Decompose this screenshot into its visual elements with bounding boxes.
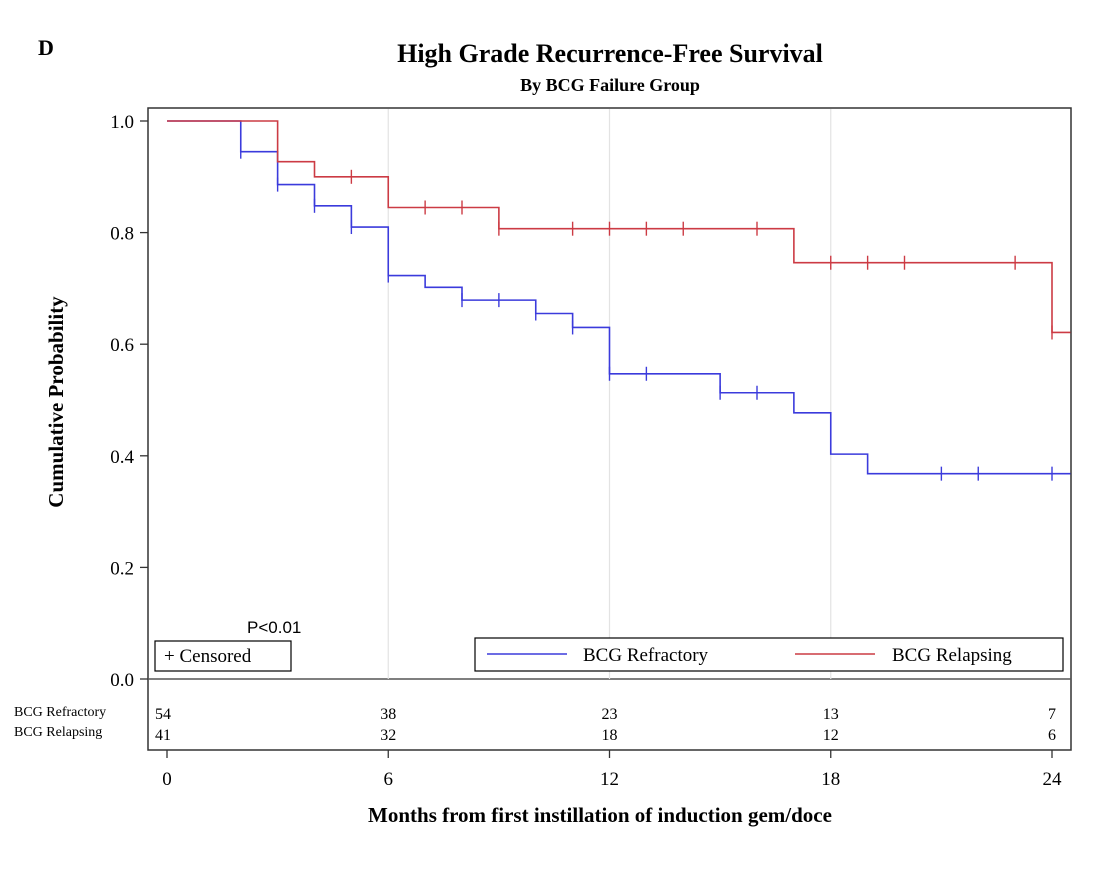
y-tick-label: 1.0 (110, 112, 134, 133)
censored-legend: + Censored (154, 640, 292, 672)
series-legend-box (474, 637, 1064, 672)
x-tick-label: 6 (384, 769, 394, 790)
y-tick-label: 0.8 (110, 224, 134, 245)
censored-legend-label: + Censored (164, 646, 252, 667)
legend-label-refractory: BCG Refractory (583, 645, 709, 666)
y-tick-label: 0.4 (110, 447, 134, 468)
censored-legend-box (154, 640, 292, 672)
series-line-bcg-relapsing (167, 120, 1071, 334)
x-axis: 0 6 12 18 24 (162, 750, 1062, 790)
x-tick-label: 18 (821, 769, 840, 790)
risk-value-bcg-relapsing: 41 (155, 727, 171, 744)
y-tick-label: 0.6 (110, 335, 134, 356)
chart-subtitle: By BCG Failure Group (520, 75, 700, 95)
risk-value-bcg-relapsing: 6 (1048, 727, 1056, 744)
risk-value-bcg-relapsing: 32 (380, 727, 396, 744)
x-tick-label: 0 (162, 769, 172, 790)
risk-value-bcg-relapsing: 12 (823, 727, 839, 744)
risk-value-bcg-refractory: 7 (1048, 706, 1056, 723)
y-axis-title: Cumulative Probability (44, 296, 68, 508)
series-legend: BCG Refractory BCG Relapsing (474, 637, 1064, 672)
risk-row-label-relapsing: BCG Relapsing (14, 725, 102, 740)
risk-value-bcg-refractory: 13 (823, 706, 839, 723)
series-layer (167, 120, 1071, 481)
risk-value-bcg-relapsing: 18 (602, 727, 618, 744)
risk-value-bcg-refractory: 38 (380, 706, 396, 723)
x-tick-label: 24 (1043, 769, 1063, 790)
y-axis: 0.0 0.2 0.4 0.6 0.8 1.0 (110, 112, 148, 691)
risk-table: 54 38 23 13 7 41 32 18 12 6 (155, 706, 1056, 744)
risk-row-label-refractory: BCG Refractory (14, 705, 106, 720)
x-axis-title: Months from first instillation of induct… (368, 803, 832, 827)
y-tick-label: 0.0 (110, 670, 134, 691)
panel-letter: D (38, 35, 54, 60)
y-tick-label: 0.2 (110, 558, 134, 579)
legend-label-relapsing: BCG Relapsing (892, 645, 1012, 666)
x-tick-label: 12 (600, 769, 619, 790)
risk-value-bcg-refractory: 54 (155, 706, 171, 723)
p-value-annotation: P<0.01 (247, 618, 301, 637)
chart-title: High Grade Recurrence-Free Survival (397, 39, 823, 68)
risk-value-bcg-refractory: 23 (602, 706, 618, 723)
